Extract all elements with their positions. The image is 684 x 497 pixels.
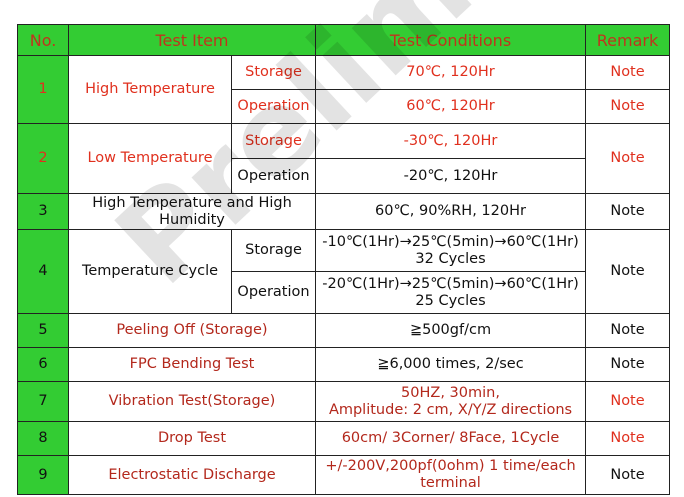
row-no: 1: [17, 55, 69, 124]
condition: 50HZ, 30min, Amplitude: 2 cm, X/Y/Z dire…: [315, 381, 587, 422]
remark: Note: [585, 89, 671, 124]
test-item: Peeling Off (Storage): [67, 313, 317, 348]
condition: ≧6,000 times, 2/sec: [315, 347, 587, 382]
sub-item: Storage: [230, 229, 317, 272]
row-no: 4: [17, 229, 69, 314]
sub-item: Operation: [230, 89, 317, 124]
sub-item: Operation: [230, 271, 317, 314]
remark: Note: [585, 193, 671, 230]
test-item: High Temperature: [68, 55, 232, 124]
sub-item: Storage: [230, 55, 317, 90]
condition: -10℃(1Hr)→25℃(5min)→60℃(1Hr) 32 Cycles: [315, 229, 587, 272]
remark: Note: [585, 381, 671, 422]
test-item: Electrostatic Discharge: [67, 455, 317, 495]
row-no: 7: [17, 381, 69, 422]
condition: 70℃, 120Hr: [315, 55, 587, 90]
row-no: 3: [17, 193, 69, 230]
condition: +/-200V,200pf(0ohm) 1 time/each terminal: [315, 455, 587, 495]
remark: Note: [585, 347, 671, 382]
remark: Note: [585, 229, 671, 314]
remark: Note: [585, 313, 671, 348]
test-item: Low Temperature: [68, 123, 232, 194]
test-item: FPC Bending Test: [67, 347, 317, 382]
remark: Note: [585, 55, 671, 90]
condition: ≧500gf/cm: [315, 313, 587, 348]
header-cell: Remark: [585, 24, 671, 56]
test-item: High Temperature and High Humidity: [67, 193, 317, 230]
test-item: Vibration Test(Storage): [67, 381, 317, 422]
remark: Note: [585, 455, 671, 495]
test-table: No. Test Item Test Conditions Remark 1 H…: [17, 24, 671, 495]
row-no: 9: [17, 455, 69, 495]
row-no: 5: [17, 313, 69, 348]
row-no: 8: [17, 421, 69, 456]
remark: Note: [585, 421, 671, 456]
condition: -20℃, 120Hr: [315, 158, 587, 194]
condition: 60℃, 120Hr: [315, 89, 587, 124]
test-item: Drop Test: [67, 421, 317, 456]
remark: Note: [585, 123, 671, 194]
sub-item: Storage: [230, 123, 317, 159]
condition: 60cm/ 3Corner/ 8Face, 1Cycle: [315, 421, 587, 456]
row-no: 6: [17, 347, 69, 382]
header-cell: Test Item: [67, 24, 317, 56]
condition: 60℃, 90%RH, 120Hr: [315, 193, 587, 230]
condition: -20℃(1Hr)→25℃(5min)→60℃(1Hr) 25 Cycles: [315, 271, 587, 314]
condition: -30℃, 120Hr: [315, 123, 587, 159]
row-no: 2: [17, 123, 69, 194]
header-cell: Test Conditions: [315, 24, 587, 56]
test-item: Temperature Cycle: [68, 229, 232, 314]
sub-item: Operation: [230, 158, 317, 194]
header-cell: No.: [17, 24, 69, 56]
